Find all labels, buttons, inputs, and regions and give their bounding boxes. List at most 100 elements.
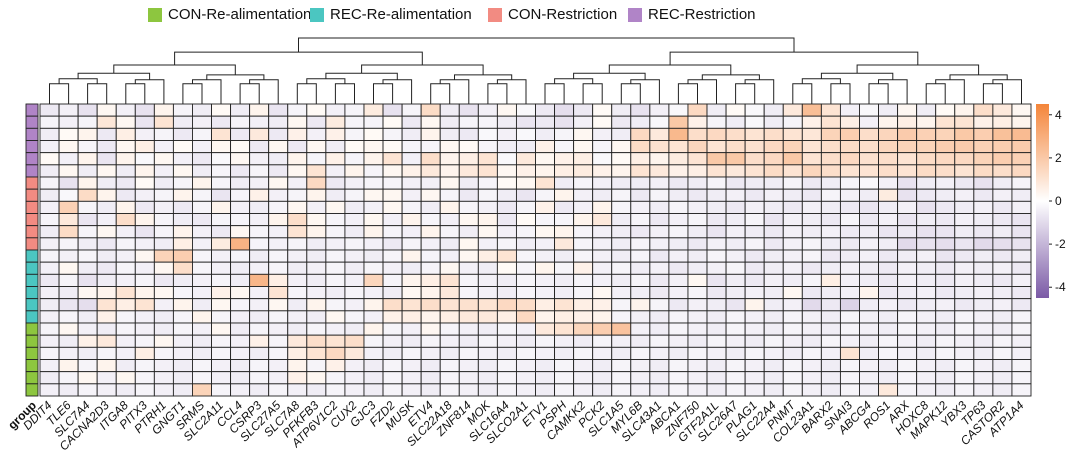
group-cell <box>25 286 39 300</box>
heatmap-cell <box>77 359 98 373</box>
heatmap-cell <box>973 334 994 348</box>
heatmap-cell <box>401 249 422 263</box>
heatmap-cell <box>325 286 346 300</box>
heatmap-cell <box>801 127 822 141</box>
heatmap-cell <box>58 140 79 154</box>
heatmap-cell <box>268 237 289 251</box>
heatmap-cell <box>287 371 308 385</box>
heatmap-cell <box>77 127 98 141</box>
heatmap-cell <box>668 383 689 397</box>
heatmap-cell <box>687 140 708 154</box>
heatmap-cell <box>573 334 594 348</box>
heatmap-cell <box>306 383 327 397</box>
heatmap-cell <box>973 286 994 300</box>
heatmap-cell <box>58 176 79 190</box>
heatmap-cell <box>496 164 517 178</box>
heatmap-cell <box>96 359 117 373</box>
heatmap-cell <box>172 188 193 202</box>
heatmap-cell <box>954 140 975 154</box>
heatmap-cell <box>878 383 899 397</box>
heatmap-cell <box>801 115 822 129</box>
heatmap-cell <box>382 273 403 287</box>
dendrogram-branch <box>949 74 1008 80</box>
heatmap-cell <box>878 261 899 275</box>
color-scale-tick-label: 2 <box>1055 151 1062 165</box>
heatmap-cell <box>649 322 670 336</box>
color-scale-bar: 4 2 0 -2 -4 <box>1036 104 1066 298</box>
heatmap-cell <box>573 188 594 202</box>
heatmap-cell <box>897 334 918 348</box>
heatmap-cell <box>706 103 727 117</box>
heatmap-cell <box>611 200 632 214</box>
heatmap-cell <box>268 371 289 385</box>
heatmap-cell <box>839 310 860 324</box>
heatmap-cell <box>573 371 594 385</box>
heatmap-cell <box>77 371 98 385</box>
group-cell <box>25 164 39 178</box>
heatmap-cell <box>573 298 594 312</box>
heatmap-cell <box>649 286 670 300</box>
heatmap-cell <box>344 200 365 214</box>
heatmap-cell <box>287 249 308 263</box>
heatmap-cell <box>401 152 422 166</box>
heatmap-cell <box>344 103 365 117</box>
heatmap-cell <box>477 127 498 141</box>
dendrogram-branch <box>677 83 698 104</box>
heatmap-cell <box>782 359 803 373</box>
heatmap-cell <box>839 359 860 373</box>
heatmap-cell <box>268 273 289 287</box>
heatmap-cell <box>344 115 365 129</box>
heatmap-cell <box>96 310 117 324</box>
heatmap-cell <box>325 200 346 214</box>
heatmap-cell <box>287 127 308 141</box>
heatmap-cell <box>515 164 536 178</box>
heatmap-cell <box>535 188 556 202</box>
heatmap-cell <box>535 322 556 336</box>
heatmap-cell <box>878 334 899 348</box>
heatmap-cell <box>897 346 918 360</box>
heatmap-cell <box>706 359 727 373</box>
heatmap-cell <box>859 249 879 263</box>
heatmap-cell <box>58 200 79 214</box>
heatmap-cell <box>382 334 403 348</box>
heatmap-cell <box>935 140 956 154</box>
heatmap-cell <box>801 334 822 348</box>
heatmap-cell <box>192 334 212 348</box>
heatmap-cell <box>878 127 899 141</box>
heatmap-cell <box>458 298 479 312</box>
heatmap-cell <box>744 103 765 117</box>
heatmap-cell <box>382 237 403 251</box>
heatmap-cell <box>725 164 746 178</box>
heatmap-cell <box>916 261 937 275</box>
heatmap-cell <box>744 225 765 239</box>
heatmap-cell <box>573 286 594 300</box>
heatmap-cell <box>268 176 289 190</box>
group-cell <box>25 322 39 336</box>
heatmap-cell <box>211 188 232 202</box>
heatmap-cell <box>630 127 651 141</box>
heatmap-cell <box>192 298 212 312</box>
heatmap-cell <box>458 249 479 263</box>
heatmap-cell <box>115 273 136 287</box>
heatmap-cell <box>820 213 841 227</box>
heatmap-cell <box>859 176 879 190</box>
heatmap-cell <box>134 249 155 263</box>
heatmap-cell <box>916 225 937 239</box>
heatmap-cell <box>630 225 651 239</box>
group-cell <box>25 249 39 263</box>
dendrogram-branch <box>487 83 508 104</box>
heatmap-cell <box>820 188 841 202</box>
heatmap-cell <box>77 383 98 397</box>
heatmap-cell <box>839 176 860 190</box>
heatmap-cell <box>744 200 765 214</box>
heatmap-cell <box>1011 176 1032 190</box>
dendrogram-branch <box>801 78 841 84</box>
heatmap-cell <box>344 286 365 300</box>
heatmap-cell <box>859 188 879 202</box>
heatmap-cell <box>992 371 1013 385</box>
heatmap-cell <box>192 346 212 360</box>
heatmap-cell <box>96 383 117 397</box>
heatmap-cell <box>287 188 308 202</box>
heatmap-cell <box>515 115 536 129</box>
